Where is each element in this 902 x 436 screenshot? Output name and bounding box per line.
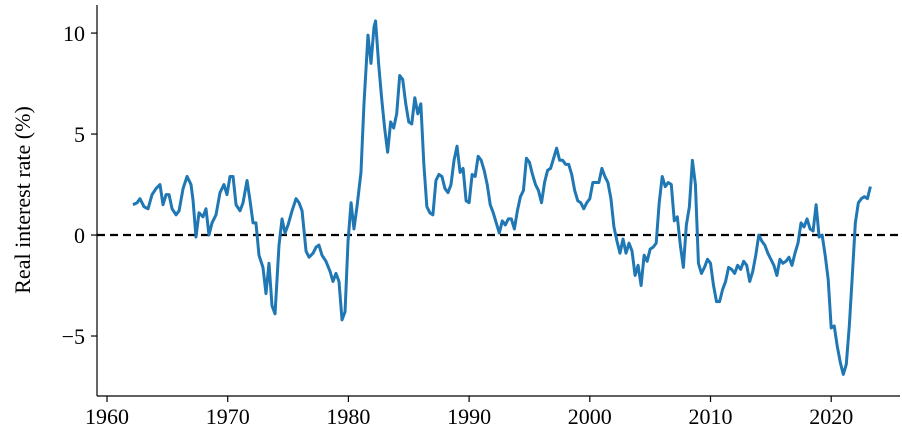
y-axis-label: Real interest rate (%): [10, 106, 35, 294]
x-tick-label: 1970: [206, 404, 250, 429]
x-tick-label: 1980: [326, 404, 370, 429]
x-tick-label: 2000: [568, 404, 612, 429]
data-line: [132, 19, 872, 376]
x-tick-label: 2020: [809, 404, 853, 429]
x-tick-label: 1990: [447, 404, 491, 429]
x-tick-label: 1960: [85, 404, 129, 429]
y-tick-label: 10: [63, 21, 85, 46]
y-tick-label: 5: [74, 122, 85, 147]
y-tick-label: 0: [74, 223, 85, 248]
x-tick-label: 2010: [689, 404, 733, 429]
y-tick-label: −5: [62, 324, 85, 349]
